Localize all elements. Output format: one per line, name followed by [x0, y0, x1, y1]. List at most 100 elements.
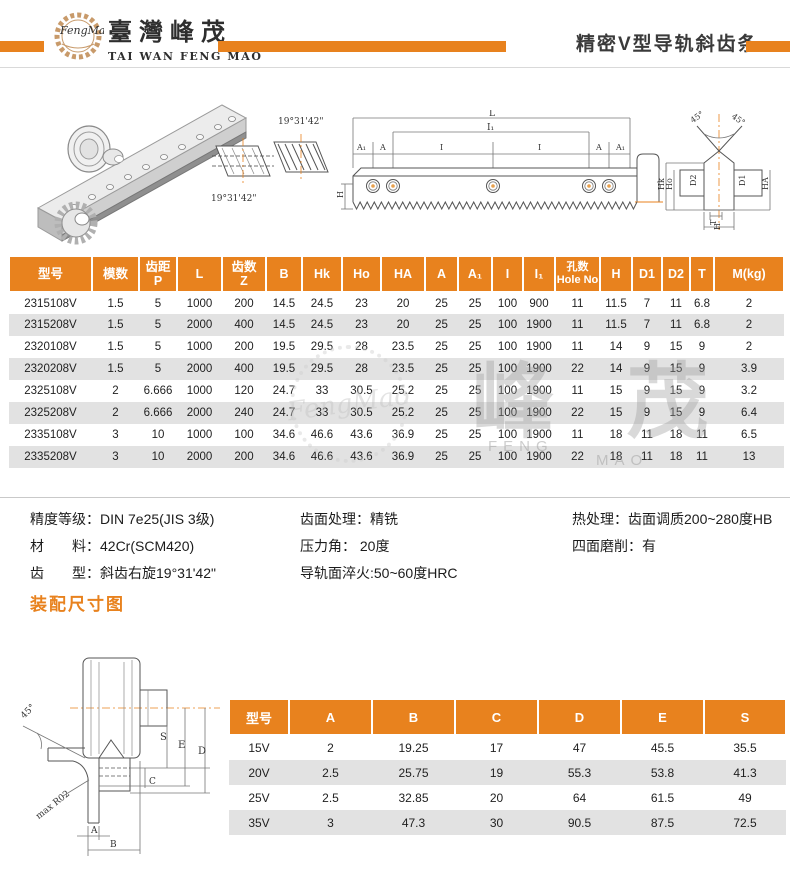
dim-S-label: S [160, 732, 167, 743]
table-cell: 15 [609, 407, 623, 419]
table-cell: 6.4 [741, 407, 757, 419]
table-cell: 900 [529, 297, 549, 310]
table-cell: 20 [396, 319, 410, 331]
table-cell: 24.5 [310, 319, 334, 331]
table-cell: 19.5 [272, 341, 296, 353]
table-cell: 19.25 [398, 741, 429, 755]
table-cell: 1000 [186, 341, 213, 353]
table-cell: 25 [435, 297, 448, 310]
table-row: 2320108V 1.5 5 1000 200 19.5 29.5 28 23.5 25 25 100… [9, 336, 784, 358]
table-cell: 1900 [526, 407, 552, 419]
spec-line: 导轨面淬火:50~60度HRC [300, 565, 458, 581]
table-cell: 61.5 [650, 790, 675, 805]
table-cell: 11 [571, 429, 584, 441]
table-cell: 2 [327, 741, 334, 755]
table-cell: 53.8 [650, 765, 675, 780]
dim-I-left: I [440, 143, 443, 152]
table-cell: 6.5 [741, 429, 757, 441]
table-cell: 90.5 [567, 815, 592, 830]
table-cell: 11 [571, 297, 584, 310]
column-header: 齿数 Z [221, 255, 267, 293]
table-cell: 5 [154, 297, 162, 310]
table-cell: 2000 [186, 451, 213, 463]
table-cell: 6.8 [694, 297, 710, 310]
table-cell: 35V [248, 815, 270, 830]
spec-line: 热处理：齿面调质200~280度HB [572, 511, 773, 527]
table-cell: 14.5 [272, 319, 296, 331]
table-cell: 2320208V [24, 363, 77, 375]
table-cell: 45.5 [650, 741, 675, 755]
table-cell: 9 [643, 341, 651, 353]
table-cell: 24.7 [272, 407, 296, 419]
dim-Hk-label: Hk [657, 178, 666, 190]
table-cell: 3 [112, 429, 119, 441]
table-cell: 28 [355, 341, 368, 353]
table-cell: 1.5 [107, 319, 124, 331]
table-cell: 9 [698, 341, 706, 353]
table-cell: 29.5 [310, 363, 334, 375]
table-cell: 28 [355, 363, 368, 375]
column-header: A [288, 698, 373, 736]
table-cell: 6.8 [694, 319, 710, 331]
table-cell: 18 [609, 451, 623, 463]
table-cell: 25 [468, 429, 482, 441]
table-row: 2325108V 2 6.666 1000 120 24.7 33 30.5 25.2 25 25 1… [9, 380, 784, 402]
column-header: E [620, 698, 705, 736]
table-cell: 25 [435, 385, 448, 397]
table-cell: 1000 [186, 297, 213, 310]
header-accent-bar-middle [218, 41, 506, 52]
column-header: D2 [661, 255, 691, 293]
table-cell: 3 [112, 451, 119, 463]
rack-end-view-drawing: 45° 45° Hk Ho D2 D1 HA T H [657, 109, 771, 230]
table-cell: 25 [435, 341, 448, 353]
table-cell: 87.5 [650, 815, 675, 830]
table-cell: 23 [355, 297, 368, 310]
dim-A-left: A [379, 143, 386, 152]
table-cell: 41.3 [733, 765, 757, 780]
dim-A1-left: A₁ [356, 143, 366, 152]
table-cell: 7 [643, 319, 651, 331]
table-cell: 100 [497, 341, 518, 353]
table-cell: 20 [396, 297, 410, 310]
table-cell: 25 [435, 319, 448, 331]
table-cell: 2 [112, 385, 119, 397]
table-cell: 15V [248, 741, 270, 755]
table-cell: 35.5 [733, 741, 757, 755]
column-header: Hk [301, 255, 343, 293]
header-divider [0, 67, 790, 68]
table-cell: 72.5 [733, 815, 757, 830]
dim-L-label: L [489, 110, 495, 119]
brand-english: TAI WAN FENG MAO [108, 50, 263, 63]
column-header: 齿距 P [138, 255, 178, 293]
table-row: 20V 2.5 25.75 19 55.3 53.8 41.3 [229, 760, 786, 785]
table-cell: 18 [669, 429, 683, 441]
table-cell: 100 [497, 451, 518, 463]
table-cell: 34.6 [272, 451, 296, 463]
table-cell: 15 [669, 385, 683, 397]
header-accent-bar-left [0, 41, 44, 52]
table-cell: 15 [609, 385, 623, 397]
helical-gear [54, 201, 98, 245]
assembly-dimension-table: 型号 A B C D E S 15V 2 19.25 17 47 45.5 35.5 20V 2.5 25.7… [228, 698, 787, 835]
table-row: 2315108V 1.5 5 1000 200 14.5 24.5 23 20 25 25 100 90… [9, 292, 784, 314]
dim-T-label: T [709, 219, 718, 225]
column-header: S [703, 698, 787, 736]
table-cell: 11 [670, 319, 682, 331]
spec-column-3: 热处理：齿面调质200~280度HB 四面磨削：有 [572, 506, 772, 560]
column-header: L [176, 255, 223, 293]
table-cell: 25V [248, 790, 270, 805]
dim-E-label: E [178, 740, 185, 751]
table-cell: 2335108V [24, 429, 77, 441]
column-header: I [491, 255, 524, 293]
spec-divider [0, 497, 790, 498]
column-header: H [599, 255, 633, 293]
column-header: B [265, 255, 303, 293]
column-header: 型号 [8, 255, 93, 293]
table-cell: 9 [698, 385, 706, 397]
table-cell: 2315108V [24, 297, 77, 310]
table-cell: 19 [489, 765, 504, 780]
table-cell: 19.5 [272, 363, 296, 375]
assembly-section-title: 装配尺寸图 [30, 595, 125, 614]
table-row: 2335208V 3 10 2000 200 34.6 46.6 43.6 36.9 25 25 10… [9, 446, 784, 468]
table-cell: 100 [497, 297, 518, 310]
